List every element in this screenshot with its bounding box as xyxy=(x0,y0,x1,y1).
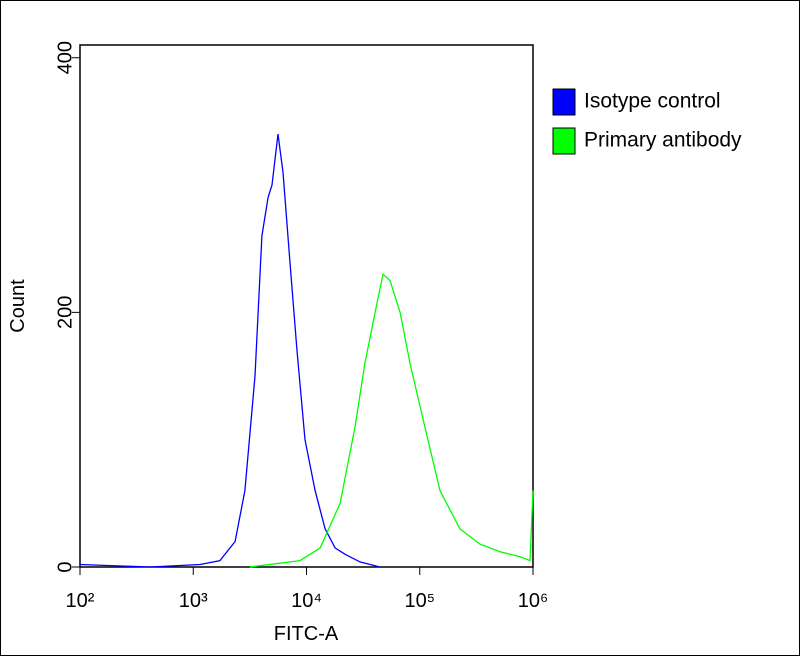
legend-label: Primary antibody xyxy=(584,129,742,152)
series-line xyxy=(249,272,534,568)
x-axis-label: FITC-A xyxy=(274,623,339,645)
x-tick-label: 10⁵ xyxy=(404,590,435,612)
legend-swatch xyxy=(552,88,576,116)
y-tick-label: 0 xyxy=(54,561,76,572)
y-tick-label: 400 xyxy=(54,41,76,74)
x-tick-label: 10² xyxy=(66,590,95,612)
y-tick-label: 200 xyxy=(54,296,76,329)
x-tick-label: 10⁶ xyxy=(518,590,548,612)
series-line xyxy=(79,134,381,568)
x-tick-label: 10⁴ xyxy=(291,590,322,612)
legend-label: Isotype control xyxy=(584,90,721,113)
x-tick-label: 10³ xyxy=(179,590,208,612)
legend-swatch xyxy=(552,127,576,155)
y-axis-label: Count xyxy=(7,279,29,333)
